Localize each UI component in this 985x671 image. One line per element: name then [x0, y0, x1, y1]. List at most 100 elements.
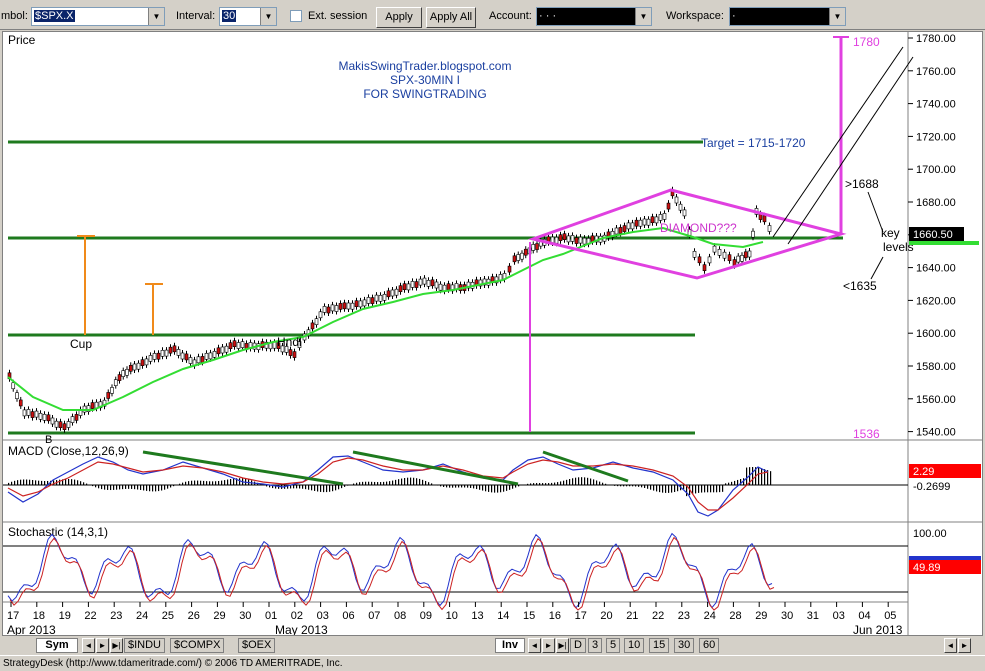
macd-histogram-bar	[728, 483, 729, 485]
interval-next-icon[interactable]: ►	[542, 638, 555, 653]
macd-histogram-bar	[119, 485, 120, 489]
candle-body	[521, 253, 524, 259]
interval-combo[interactable]: 30 ▼	[219, 7, 277, 26]
macd-histogram-bar	[308, 485, 309, 490]
scroll-right-icon[interactable]: ►	[958, 638, 971, 653]
tab-indu[interactable]: $INDU	[124, 638, 165, 653]
macd-histogram-bar	[356, 483, 357, 485]
candle-body	[189, 358, 192, 364]
candle-body	[169, 347, 172, 353]
macd-histogram-bar	[14, 481, 15, 485]
candle-body	[631, 223, 634, 229]
date-tick-label: 01	[265, 610, 277, 622]
macd-histogram-bar	[476, 485, 477, 489]
workspace-label: Workspace:	[666, 10, 724, 22]
candle-body	[579, 237, 582, 243]
tab-compx[interactable]: $COMPX	[170, 638, 224, 653]
tab-interval-15[interactable]: 15	[649, 638, 669, 653]
macd-histogram-bar	[605, 484, 606, 485]
candle-body	[435, 282, 438, 288]
apply-button[interactable]: Apply	[376, 7, 422, 28]
price-tick-label: 1560.00	[916, 394, 956, 406]
candle-body	[149, 355, 152, 361]
interval-prev-icon[interactable]: ◄	[528, 638, 541, 653]
tab-sym[interactable]: Sym	[36, 638, 78, 653]
date-tick-label: 17	[575, 610, 587, 622]
macd-histogram-bar	[152, 485, 153, 491]
chevron-down-icon[interactable]: ▼	[829, 8, 845, 25]
macd-histogram-bar	[431, 483, 432, 485]
macd-histogram-bar	[116, 485, 117, 490]
chevron-down-icon[interactable]: ▼	[635, 8, 651, 25]
macd-histogram-bar	[569, 479, 570, 485]
macd-histogram-bar	[698, 485, 699, 493]
chevron-down-icon[interactable]: ▼	[260, 8, 276, 25]
ext-session-checkbox[interactable]	[290, 10, 302, 22]
candle-body	[639, 220, 642, 226]
candle-body	[114, 380, 117, 386]
candle-body	[744, 252, 747, 258]
candle-body	[623, 226, 626, 232]
tab-inv[interactable]: Inv	[495, 638, 525, 653]
candle-body	[91, 403, 94, 409]
chevron-down-icon[interactable]: ▼	[148, 8, 164, 25]
tab-prev-icon[interactable]: ◄	[82, 638, 95, 653]
macd-histogram-bar	[683, 485, 684, 489]
candle-body	[723, 252, 726, 258]
tab-interval-60[interactable]: 60	[699, 638, 719, 653]
key-level-pointer	[871, 257, 883, 279]
macd-histogram-bar	[713, 485, 714, 492]
macd-histogram-bar	[494, 485, 495, 493]
macd-histogram-bar	[515, 485, 516, 488]
macd-histogram-bar	[653, 485, 654, 491]
symbol-combo[interactable]: $SPX.X ▼	[31, 7, 165, 26]
macd-histogram-bar	[620, 485, 621, 486]
candle-body	[311, 323, 314, 329]
watermark-line-2: SPX-30MIN I	[390, 73, 460, 87]
tab-last-icon[interactable]: ▶|	[110, 638, 123, 653]
macd-histogram-bar	[632, 485, 633, 486]
macd-histogram-bar	[671, 485, 672, 493]
price-tick-label: 1780.00	[916, 33, 956, 45]
price-chart[interactable]: 1780.001760.001740.001720.001700.001680.…	[3, 32, 983, 636]
macd-histogram-bar	[395, 480, 396, 485]
tab-oex[interactable]: $OEX	[238, 638, 275, 653]
macd-histogram-bar	[722, 485, 723, 492]
candle-body	[411, 281, 414, 287]
candle-body	[51, 418, 54, 424]
macd-histogram-bar	[335, 485, 336, 490]
macd-histogram-bar	[602, 483, 603, 485]
workspace-combo[interactable]: · ▼	[729, 7, 846, 26]
macd-histogram-bar	[737, 480, 738, 485]
macd-histogram-bar	[221, 481, 222, 485]
macd-histogram-bar	[59, 480, 60, 485]
tab-interval-5[interactable]: 5	[606, 638, 620, 653]
macd-histogram-bar	[485, 485, 486, 491]
account-combo[interactable]: · · · ▼	[536, 7, 652, 26]
key-levels-line-1: key	[881, 226, 900, 240]
price-tick-label: 1760.00	[916, 66, 956, 78]
ext-session-label: Ext. session	[308, 10, 367, 22]
date-tick-label: 08	[394, 610, 406, 622]
tab-interval-10[interactable]: 10	[624, 638, 644, 653]
tab-interval-30[interactable]: 30	[674, 638, 694, 653]
scroll-left-icon[interactable]: ◄	[944, 638, 957, 653]
macd-histogram-bar	[656, 485, 657, 491]
candle-body	[16, 393, 19, 399]
macd-histogram-bar	[104, 485, 105, 490]
apply-all-button[interactable]: Apply All	[426, 7, 476, 28]
macd-histogram-bar	[149, 485, 150, 491]
macd-histogram-bar	[206, 481, 207, 485]
date-tick-label: 22	[652, 610, 664, 622]
tab-next-icon[interactable]: ►	[96, 638, 109, 653]
candle-body	[241, 342, 244, 348]
candle-body	[331, 305, 334, 311]
tab-interval-3[interactable]: 3	[588, 638, 602, 653]
tab-interval-d[interactable]: D	[570, 638, 586, 653]
interval-last-icon[interactable]: ▶|	[556, 638, 569, 653]
stochastic-label: Stochastic (14,3,1)	[8, 525, 108, 539]
macd-histogram-bar	[311, 485, 312, 490]
date-tick-label: 20	[600, 610, 612, 622]
macd-histogram-bar	[95, 485, 96, 487]
